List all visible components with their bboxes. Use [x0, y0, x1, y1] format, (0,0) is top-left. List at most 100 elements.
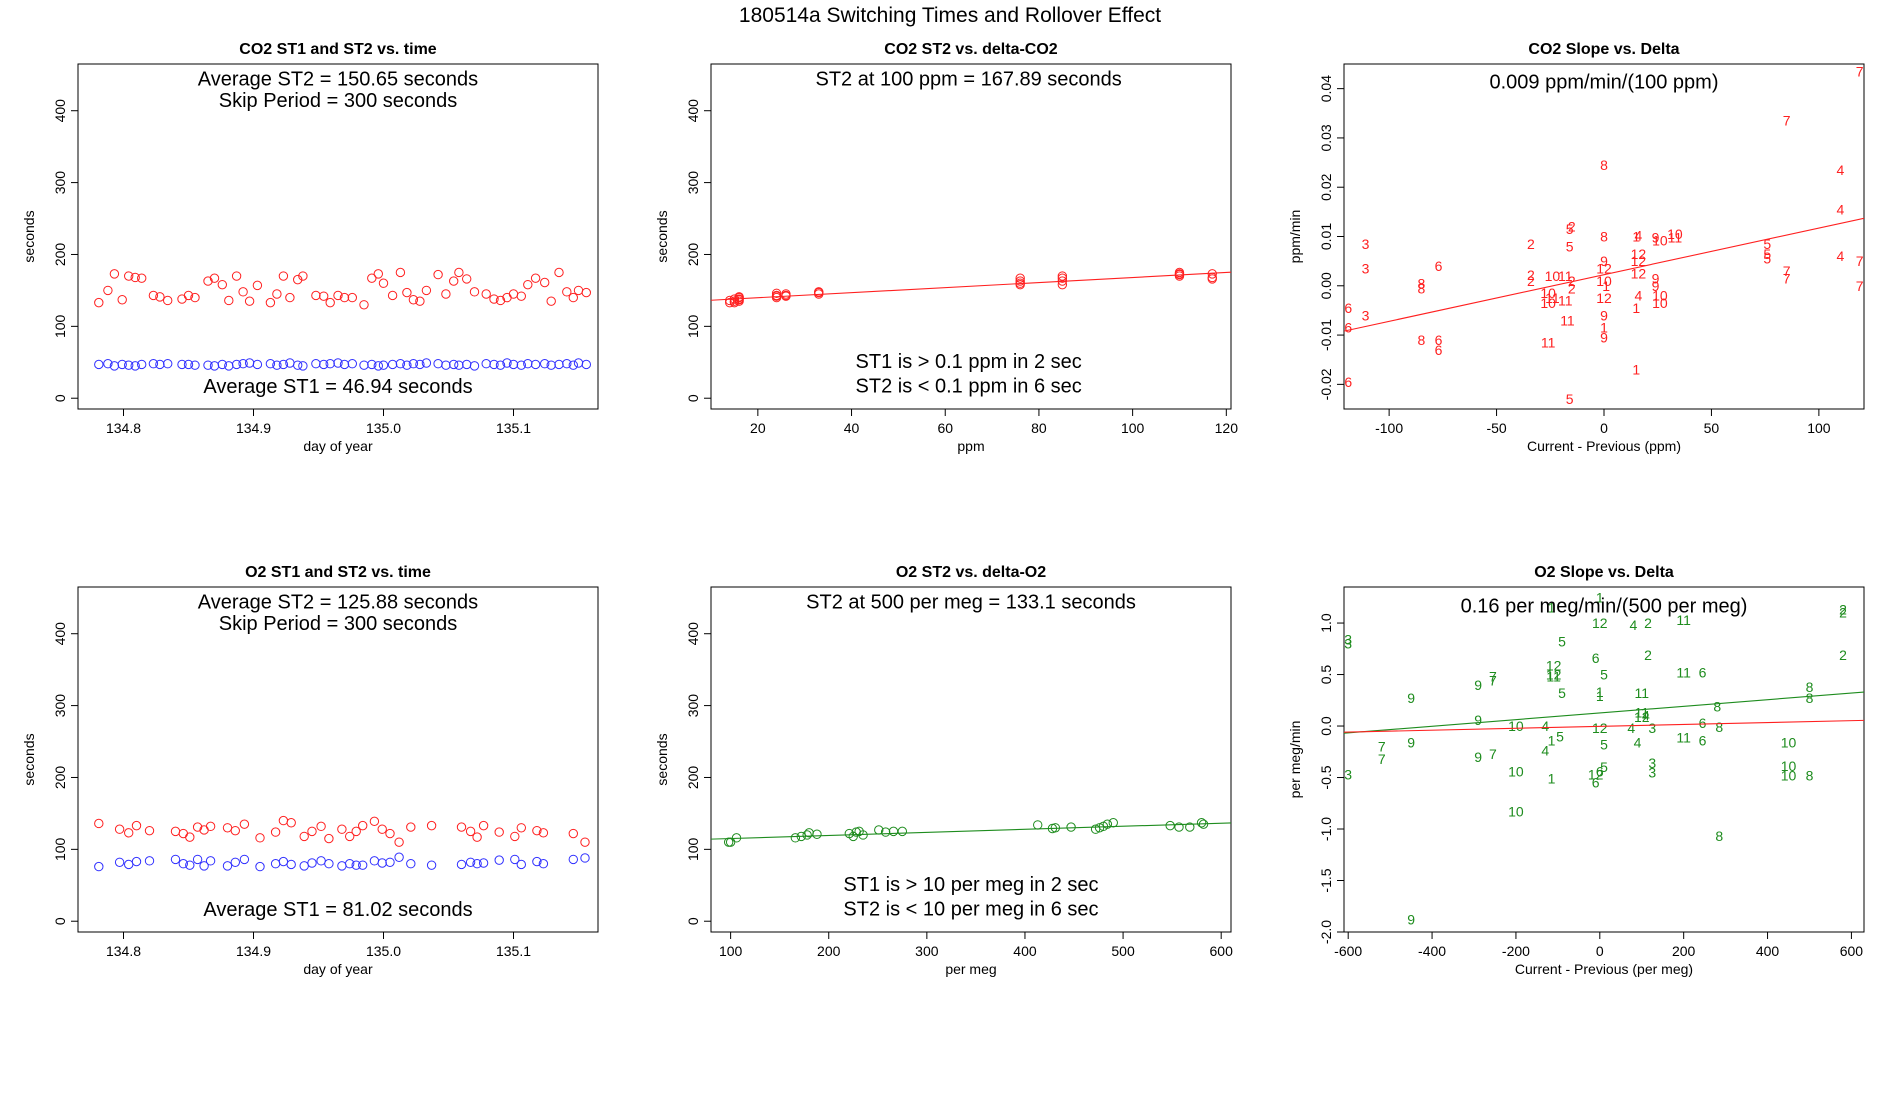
point-st2	[1015, 276, 1025, 286]
point-label: 10	[1540, 285, 1556, 301]
point-st1	[510, 854, 520, 865]
fit-line	[1344, 719, 1864, 733]
point-st1	[456, 859, 467, 870]
point-st1	[378, 360, 389, 370]
point-label: 7	[1783, 113, 1791, 129]
point-st2	[130, 272, 140, 283]
point-st1	[449, 359, 459, 370]
point-st1	[244, 358, 255, 368]
point-st2	[771, 288, 782, 298]
point-st1	[568, 360, 578, 370]
point-st2	[523, 279, 533, 290]
x-tick-label: 134.9	[236, 943, 271, 959]
y-tick-label: -1.0	[1318, 817, 1334, 841]
point-label: 3	[1648, 720, 1656, 736]
point-label: 5	[1566, 391, 1574, 407]
point-label: 6	[1699, 715, 1707, 731]
point-st2	[103, 285, 113, 296]
point-st2	[1174, 267, 1185, 278]
fit-line	[711, 822, 1231, 840]
point-st2	[725, 837, 736, 847]
x-tick-label: 50	[1704, 420, 1720, 436]
y-axis-label: per meg/min	[1287, 721, 1303, 799]
point-label: 12	[1592, 720, 1608, 736]
point-st2	[117, 295, 127, 305]
point-st2	[148, 290, 159, 301]
point-st2	[441, 289, 451, 299]
plot-data	[711, 267, 1231, 308]
point-st2	[546, 296, 556, 306]
point-st2	[554, 267, 564, 278]
point-label: 5	[1600, 667, 1608, 683]
point-st1	[554, 359, 564, 370]
fit-line	[1344, 691, 1864, 734]
x-tick-label: 60	[937, 420, 953, 436]
point-label: 2	[1527, 273, 1535, 289]
point-st1	[192, 854, 203, 865]
point-label: 9	[1407, 912, 1415, 928]
point-st1	[408, 359, 419, 369]
point-st1	[421, 358, 432, 368]
point-label: 1	[1596, 589, 1604, 605]
x-tick-label: 0	[1600, 420, 1608, 436]
point-label: 6	[1592, 650, 1600, 666]
point-st2	[462, 274, 472, 284]
point-st1	[369, 856, 380, 866]
point-st1	[144, 856, 155, 866]
point-st2	[1094, 823, 1105, 833]
point-st2	[402, 287, 412, 298]
panel-o2-slope: O2 Slope vs. Delta -600 -400 -200 0 200 400 600…	[1266, 548, 1899, 1088]
panel-co2-st2: CO2 ST2 vs. delta-CO2 20 40 60 80 100 120 0 100 2…	[633, 25, 1266, 565]
point-st1	[319, 359, 329, 370]
point-st2	[205, 821, 216, 832]
y-tick-label: 0.01	[1318, 223, 1334, 250]
point-st1	[454, 360, 464, 370]
point-st1	[137, 359, 147, 370]
point-st1	[124, 360, 134, 370]
point-st1	[190, 360, 200, 370]
x-axis-label: day of year	[303, 961, 373, 977]
point-st1	[523, 359, 533, 369]
point-st2	[209, 273, 220, 283]
point-st2	[367, 273, 377, 283]
point-st2	[347, 292, 357, 303]
point-st1	[441, 360, 451, 370]
point-st2	[378, 278, 389, 288]
point-st1	[270, 859, 281, 869]
point-st2	[265, 297, 276, 308]
point-st2	[144, 825, 155, 836]
point-st2	[802, 830, 812, 840]
point-st2	[426, 820, 437, 831]
point-st2	[540, 277, 550, 288]
y-tick-label: 400	[52, 99, 68, 123]
point-st2	[270, 827, 281, 837]
annotation: ST1 is > 10 per meg in 2 sec	[843, 874, 1098, 896]
point-st2	[812, 829, 822, 839]
point-st2	[192, 822, 203, 832]
point-label: 5	[1566, 221, 1574, 237]
point-st2	[222, 823, 233, 833]
point-st2	[272, 289, 282, 299]
x-axis-label: Current - Previous (per meg)	[1515, 961, 1693, 977]
point-label: 11	[1634, 705, 1649, 721]
point-st1	[178, 859, 189, 869]
point-st2	[725, 295, 735, 306]
y-tick-label: 0.0	[1318, 716, 1334, 736]
point-st2	[286, 818, 296, 828]
point-st2	[538, 828, 549, 838]
plot-frame	[1343, 586, 1865, 933]
point-st2	[814, 287, 824, 298]
x-tick-label: 100	[1807, 420, 1831, 436]
point-label: 10	[1508, 804, 1524, 820]
point-label: 6	[1699, 732, 1707, 748]
y-tick-label: 200	[52, 243, 68, 267]
point-st2	[510, 831, 520, 842]
point-st2	[734, 292, 744, 302]
point-st2	[231, 271, 242, 281]
point-label: 8	[1806, 679, 1814, 695]
point-label: 10	[1781, 758, 1797, 774]
point-st2	[311, 290, 321, 301]
point-label: 10	[1508, 718, 1524, 734]
point-st2	[562, 287, 572, 297]
point-st2	[293, 274, 303, 285]
